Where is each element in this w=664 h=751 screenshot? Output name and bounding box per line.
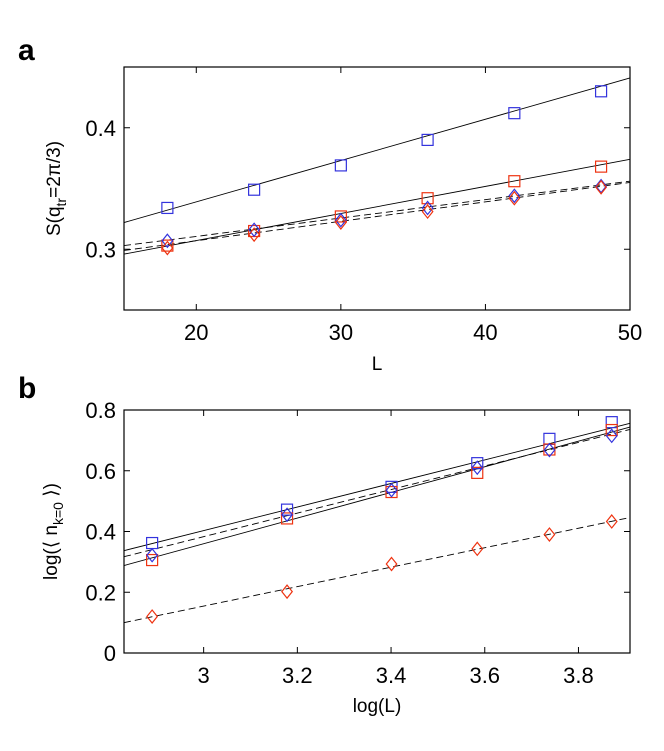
- fit-line-dashed-a: [123, 181, 631, 251]
- diamond-marker-a: [508, 188, 521, 204]
- diamond-marker-b: [281, 584, 294, 600]
- panel-a: a 20 30 40 50 0.3 0.4 L S(qtr=2π/3): [18, 34, 642, 375]
- diamond-marker-a: [421, 200, 434, 216]
- x-tick-label-b: 3.4: [376, 663, 407, 688]
- fit-line-solid-b: [123, 426, 631, 566]
- square-marker-a: [594, 85, 608, 98]
- panel-b-label: b: [18, 372, 36, 405]
- diamond-marker-a: [161, 233, 174, 249]
- square-marker-a: [334, 159, 347, 172]
- diamond-marker-b: [146, 547, 159, 563]
- diamond-marker-b: [281, 507, 294, 523]
- diamond-marker-a: [421, 204, 434, 220]
- x-tick-label-a: 20: [184, 320, 208, 345]
- diamond-marker-b: [543, 442, 556, 458]
- fit-line-dashed-b: [123, 429, 631, 558]
- diamond-marker-a: [595, 179, 608, 195]
- y-axis-label-b-rest: ⟩): [41, 483, 62, 502]
- square-marker-a: [248, 183, 261, 196]
- square-marker-a: [421, 192, 434, 205]
- y-tick-label-b: 0.8: [85, 398, 116, 423]
- square-marker-a: [508, 107, 521, 120]
- square-marker-a: [334, 210, 347, 223]
- x-tick-label-b: 3.2: [282, 663, 313, 688]
- fit-line-solid-a: [123, 77, 631, 223]
- y-axis-label-a: S(qtr=2π/3): [44, 141, 69, 236]
- diamond-marker-a: [595, 178, 608, 194]
- diamond-marker-b: [605, 428, 618, 444]
- y-axis-label-b-main: log(⟨ n: [41, 525, 62, 580]
- square-marker-b: [471, 457, 484, 470]
- x-tick-label-b: 3: [198, 663, 210, 688]
- square-marker-a: [161, 239, 174, 252]
- y-tick-label-b: 0.2: [85, 580, 116, 605]
- x-tick-label-b: 3.8: [563, 663, 594, 688]
- diamond-marker-b: [385, 482, 398, 498]
- square-marker-b: [605, 416, 618, 429]
- y-axis-label-b: log(⟨ nk=0 ⟩): [41, 483, 66, 580]
- diamond-marker-a: [334, 215, 347, 230]
- x-axis-label-b: log(L): [353, 696, 402, 717]
- diamond-marker-b: [471, 541, 484, 557]
- y-tick-label-a: 0.4: [85, 116, 116, 141]
- square-marker-b: [280, 503, 294, 516]
- diamond-marker-a: [334, 212, 347, 228]
- square-marker-b: [146, 553, 159, 567]
- x-axis-label-a: L: [372, 354, 383, 375]
- plot-a-content: 20 30 40 50 0.3 0.4: [85, 67, 642, 345]
- diamond-marker-b: [605, 514, 618, 529]
- square-marker-b: [605, 423, 618, 437]
- y-axis-label-a-rest: =2π/3): [44, 141, 65, 198]
- y-tick-label-a: 0.3: [85, 237, 116, 262]
- fit-line-dashed-a: [123, 180, 631, 247]
- square-marker-a: [161, 201, 174, 215]
- fit-line-solid-b: [123, 422, 631, 552]
- plot-a-frame: [123, 66, 631, 311]
- y-tick-label-b: 0: [104, 641, 116, 666]
- square-marker-a: [508, 175, 521, 188]
- diamond-marker-a: [248, 227, 261, 243]
- diamond-marker-b: [471, 460, 484, 476]
- diamond-marker-a: [161, 240, 174, 256]
- fit-line-dashed-b: [123, 517, 631, 624]
- x-tick-label-a: 50: [618, 320, 642, 345]
- diamond-marker-a: [508, 190, 521, 206]
- x-tick-label-a: 30: [329, 320, 353, 345]
- plot-b-content: 3 3.2 3.4 3.6 3.8 0 0.2 0.4 0.6 0.8: [85, 398, 631, 688]
- square-marker-b: [471, 466, 484, 479]
- y-tick-label-b: 0.4: [85, 520, 116, 545]
- y-axis-label-b-sub: k=0: [50, 502, 66, 525]
- diamond-marker-b: [543, 527, 556, 542]
- diamond-marker-a: [248, 222, 261, 238]
- y-axis-label-a-sub: tr: [53, 198, 69, 207]
- x-tick-label-b: 3.6: [469, 663, 500, 688]
- y-tick-label-b: 0.6: [85, 459, 116, 484]
- square-marker-a: [594, 160, 608, 173]
- square-marker-b: [280, 512, 294, 525]
- diamond-marker-b: [385, 556, 398, 572]
- fit-line-solid-a: [123, 158, 631, 255]
- diamond-marker-b: [146, 609, 159, 625]
- panel-a-label: a: [18, 34, 35, 67]
- square-marker-a: [421, 133, 434, 146]
- panel-b: b 3 3.2 3.4 3.6 3.8 0 0.2 0.4 0.6 0.8 log(L) log(…: [18, 372, 631, 717]
- x-tick-label-a: 40: [473, 320, 497, 345]
- y-axis-label-a-main: S(q: [44, 206, 65, 236]
